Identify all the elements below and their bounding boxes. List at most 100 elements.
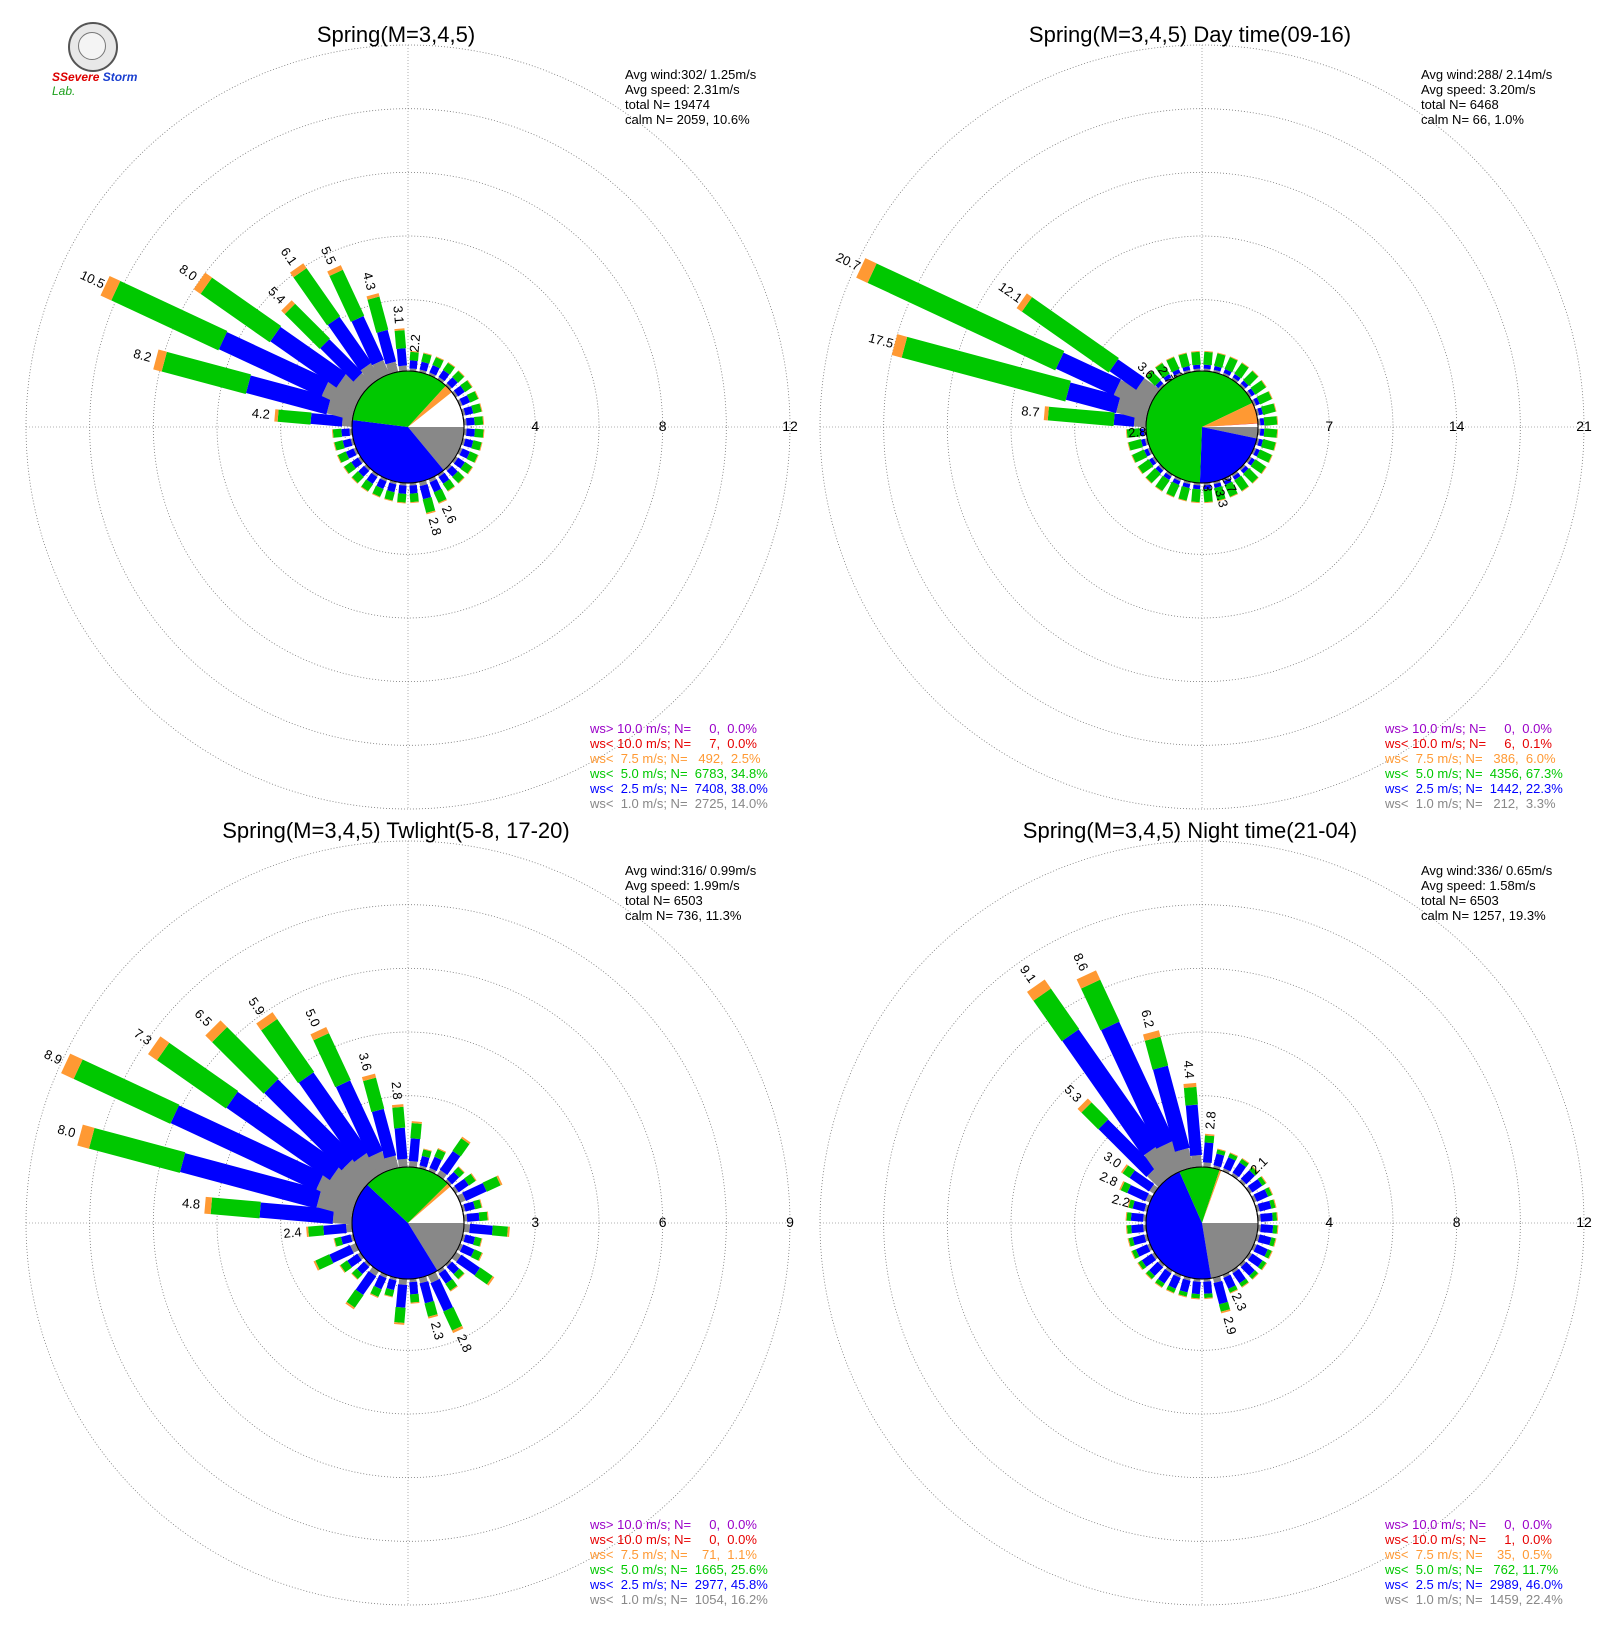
wind-petal-segment [1142,1030,1161,1041]
wind-petal-segment [308,1225,325,1237]
wind-petal-segment [463,438,474,448]
petal-value-label: 2.2 [1110,1191,1131,1210]
wind-petal-segment [453,1268,465,1280]
wind-petal-segment [1191,488,1201,503]
wind-petal-segment [1172,478,1181,485]
legend-entry: ws> 10.0 m/s; N= 0, 0.0% [589,1517,757,1532]
wind-petal-segment [1155,380,1164,389]
wind-petal-segment [384,490,395,501]
windrose-panel-1: 4 8 12 10.5 8.0 6.1 5.5 5.4 4.3 8.2 4.2 3.12.2 2.82.… [25,22,798,811]
wind-petal-segment [1241,1282,1250,1288]
petal-value-label: 8.2 [132,346,153,365]
wind-petal-segment [1163,472,1172,481]
wind-petal-segment [463,1201,476,1212]
wind-petal-segment [1250,380,1267,395]
radius-ring [216,235,600,619]
wind-petal-segment [350,1243,359,1253]
wind-petal-segment [1223,478,1232,485]
wind-petal-segment [478,1211,488,1222]
wind-petal-segment [329,1244,354,1263]
wind-petal-segment [298,1072,369,1162]
wind-petal-segment [1232,472,1241,481]
wind-petal-segment [355,1152,383,1182]
wind-petal-segment [1185,1104,1202,1156]
wind-petal-segment [313,1033,351,1088]
wind-petal-segment [428,1167,437,1174]
wind-petal-segment [1253,397,1260,406]
ring-tick-label: 9 [786,1214,794,1230]
wind-petal-segment [1212,1276,1222,1283]
wind-petal-segment [347,1253,362,1268]
ring-tick-label: 21 [1576,418,1592,434]
legend-entry: ws< 10.0 m/s; N= 0, 0.0% [589,1532,757,1547]
wind-petal-segment [1119,1181,1125,1191]
wind-petal-segment [442,362,455,375]
legend-entry: ws> 10.0 m/s; N= 0, 0.0% [589,721,757,736]
wind-petal-segment [1191,1281,1201,1295]
wind-petal-segment [465,417,475,426]
wind-petal-segment [1065,382,1121,414]
wind-petal-segment [73,1059,180,1124]
chart-title: Spring(M=3,4,5) [317,22,475,47]
petal-value-label: 5.9 [245,994,268,1017]
wind-petal-segment [1132,1234,1147,1246]
wind-petal-segment [1155,362,1170,379]
radius-ring [946,171,1458,683]
wind-petal-segment [332,1209,353,1225]
wind-petal-segment [334,440,345,451]
wind-petal-segment [1132,1200,1147,1212]
wind-petal-segment [351,315,384,366]
wind-petal-segment [1253,1244,1268,1257]
wind-petal-segment [1183,1086,1198,1106]
ring-tick-label: 14 [1449,418,1465,434]
wind-petal-segment [1203,351,1213,366]
wind-petal-segment [1264,1187,1273,1197]
wind-petal-segment [1145,468,1161,484]
inner-pie-slice [1202,423,1258,427]
wind-petal-segment [1269,1199,1276,1209]
wind-petal-segment [458,477,465,484]
inner-pie-slice [1202,1169,1222,1223]
wind-petal-segment [345,448,357,459]
legend-entry: ws< 5.0 m/s; N= 1665, 25.6% [589,1562,768,1577]
petal-value-label: 4.4 [1181,1060,1198,1079]
wind-petal-segment [1178,1290,1188,1297]
petal-value-label: 5.3 [1061,1082,1084,1105]
petal-value-label: 5.4 [265,284,288,307]
wind-petal-segment [433,488,447,503]
radius-ring [280,1095,536,1351]
wind-petal-segment [1214,353,1226,368]
wind-petal-segment [1128,1199,1135,1209]
wind-petal-segment [1252,1166,1259,1173]
wind-petal-segment [210,1197,261,1219]
wind-petal-segment [461,1136,471,1145]
wind-petal-segment [1214,486,1226,501]
wind-petal-segment [1252,1273,1259,1280]
wind-petal-segment [442,479,455,491]
radius-ring [883,904,1521,1542]
wind-petal-segment [463,406,474,416]
legend-entry: ws< 1.0 m/s; N= 1459, 22.4% [1384,1592,1563,1607]
petal-value-label: 4.8 [181,1195,200,1212]
petal-value-label: 3.3 [1212,488,1231,509]
radius-ring [89,904,727,1542]
wind-petal-segment [346,1289,364,1308]
stats-line: Avg wind:302/ 1.25m/s [625,67,757,82]
wind-petal-segment [1182,482,1191,489]
wind-petal-segment [1202,1142,1214,1163]
wind-petal-segment [1247,457,1256,466]
wind-petal-segment [486,1276,495,1286]
wind-petal-segment [1021,297,1119,373]
wind-petal-segment [409,493,419,503]
wind-petal-segment [418,480,428,487]
wind-petal-segment [453,1166,465,1178]
wind-petal-segment [1239,1278,1249,1287]
wind-petal-segment [463,1223,470,1233]
radius-ring [152,967,664,1479]
stats-line: calm N= 66, 1.0% [1421,112,1524,127]
wind-petal-segment [1260,1224,1274,1234]
wind-petal-segment [161,351,251,395]
wind-petal-segment [340,1260,353,1273]
wind-petal-segment [1081,1102,1109,1130]
wind-petal-segment [466,1212,480,1222]
